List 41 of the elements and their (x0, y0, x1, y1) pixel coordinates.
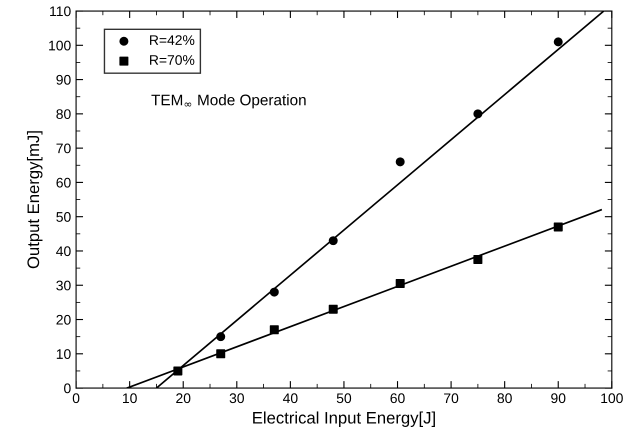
legend-label: R=42% (150, 35, 194, 45)
point (396, 279, 405, 288)
annotation: TEM$_{∞}$ Mode Operation (151, 94, 306, 108)
legend-label: R=70% (150, 55, 194, 65)
y-axis-title: Output Energy[mJ] (26, 131, 42, 268)
y-tick-label: 80 (56, 109, 71, 120)
y-tick-label: 90 (56, 74, 71, 85)
x-tick-label: 60 (390, 393, 405, 404)
x-tick-label: 100 (601, 393, 623, 404)
point (270, 288, 279, 297)
x-tick-label: 40 (282, 393, 298, 404)
x-tick-label: 30 (230, 393, 244, 404)
point (396, 157, 405, 166)
point (554, 37, 563, 46)
y-tick-label: 0 (64, 383, 71, 394)
x-tick-label: 70 (444, 393, 458, 404)
y-tick-label: 20 (56, 314, 71, 325)
y-tick-label: 40 (56, 246, 71, 256)
point (216, 332, 226, 342)
x-tick-label: 50 (336, 393, 352, 404)
point (270, 325, 279, 334)
y-tick-label: 110 (50, 6, 71, 16)
y-tick-label: 60 (56, 178, 71, 188)
point (473, 109, 482, 118)
y-tick-label: 10 (56, 349, 71, 359)
point (216, 349, 226, 358)
x-tick-label: 20 (176, 393, 190, 404)
x-tick-label: 10 (122, 393, 137, 404)
y-tick-label: 50 (56, 212, 71, 222)
x-tick-label: 90 (551, 393, 566, 404)
x-tick-label: 80 (498, 393, 512, 404)
point (328, 236, 338, 246)
point (473, 255, 482, 264)
x-tick-label: 0 (72, 393, 80, 404)
x-axis-title: Electrical Input Energy[J] (253, 411, 435, 427)
y-tick-label: 70 (56, 143, 71, 154)
point (554, 222, 563, 232)
point (328, 304, 338, 314)
y-tick-label: 100 (49, 40, 71, 50)
y-tick-label: 30 (56, 280, 71, 290)
point (173, 366, 182, 376)
